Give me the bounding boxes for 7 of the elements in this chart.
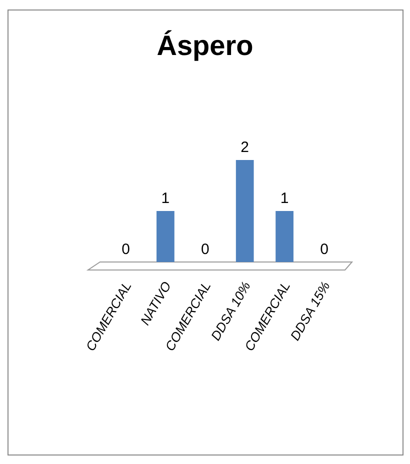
- data-label: 2: [240, 139, 250, 156]
- data-label: 0: [320, 241, 328, 258]
- data-label: 1: [161, 190, 170, 207]
- data-label: 0: [200, 241, 210, 258]
- data-label: 1: [280, 190, 289, 207]
- data-label: 0: [122, 241, 130, 258]
- chart-title: Áspero: [156, 30, 254, 61]
